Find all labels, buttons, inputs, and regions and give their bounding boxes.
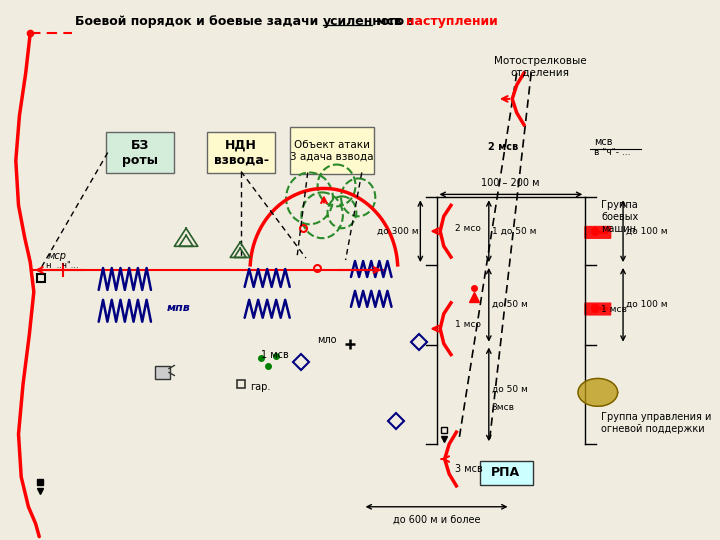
Text: Боевой порядок и боевые задачи: Боевой порядок и боевые задачи bbox=[76, 15, 323, 28]
Text: 1 мсв: 1 мсв bbox=[261, 349, 289, 360]
Text: 2 мсв: 2 мсв bbox=[488, 141, 518, 152]
Text: 1 мсв: 1 мсв bbox=[601, 305, 627, 314]
Text: НДН
взвода-: НДН взвода- bbox=[214, 139, 269, 167]
Text: 1 мсо: 1 мсо bbox=[454, 320, 480, 329]
FancyBboxPatch shape bbox=[585, 226, 611, 239]
Text: мпв: мпв bbox=[166, 303, 190, 313]
Text: н  ..ч"...: н ..ч"... bbox=[45, 260, 78, 269]
FancyBboxPatch shape bbox=[207, 132, 275, 173]
Text: 3 мсв: 3 мсв bbox=[456, 464, 483, 474]
Text: мср: мср bbox=[48, 251, 66, 261]
Circle shape bbox=[592, 228, 599, 235]
Text: в "ч"- ...: в "ч"- ... bbox=[594, 148, 631, 157]
FancyBboxPatch shape bbox=[107, 132, 174, 173]
Text: 2 мсо: 2 мсо bbox=[454, 224, 480, 233]
Text: до 300 м: до 300 м bbox=[377, 227, 418, 235]
Text: Группа управления и
огневой поддержки: Группа управления и огневой поддержки bbox=[601, 412, 712, 434]
FancyBboxPatch shape bbox=[480, 461, 533, 485]
Text: мсв: мсв bbox=[594, 137, 613, 147]
FancyBboxPatch shape bbox=[290, 127, 374, 174]
Text: до 100 м: до 100 м bbox=[626, 227, 667, 235]
Text: до 600 м и более: до 600 м и более bbox=[393, 515, 480, 525]
Text: Группа
боевых
машин: Группа боевых машин bbox=[601, 200, 639, 234]
Text: Объект атаки
3 адача взвода: Объект атаки 3 адача взвода bbox=[290, 140, 374, 161]
Text: мло: мло bbox=[317, 335, 336, 345]
Text: РПА: РПА bbox=[491, 467, 521, 480]
FancyBboxPatch shape bbox=[585, 302, 611, 315]
Text: мсв в: мсв в bbox=[372, 15, 418, 28]
Text: наступлении: наступлении bbox=[406, 15, 498, 28]
Text: Мотострелковые
отделения: Мотострелковые отделения bbox=[494, 56, 587, 78]
Text: до 50 м: до 50 м bbox=[492, 385, 527, 394]
Text: до 50 м: до 50 м bbox=[492, 300, 527, 309]
Polygon shape bbox=[578, 379, 618, 406]
Text: до 100 м: до 100 м bbox=[626, 300, 667, 309]
Text: БЗ
роты: БЗ роты bbox=[122, 139, 158, 167]
Text: усиленного: усиленного bbox=[323, 15, 405, 28]
FancyBboxPatch shape bbox=[156, 366, 170, 380]
Circle shape bbox=[592, 304, 599, 312]
Text: 100 – 200 м: 100 – 200 м bbox=[481, 178, 540, 188]
Text: 1 до 50 м: 1 до 50 м bbox=[492, 227, 536, 235]
Text: 3мсв: 3мсв bbox=[492, 403, 515, 412]
Text: гар.: гар. bbox=[250, 382, 271, 393]
